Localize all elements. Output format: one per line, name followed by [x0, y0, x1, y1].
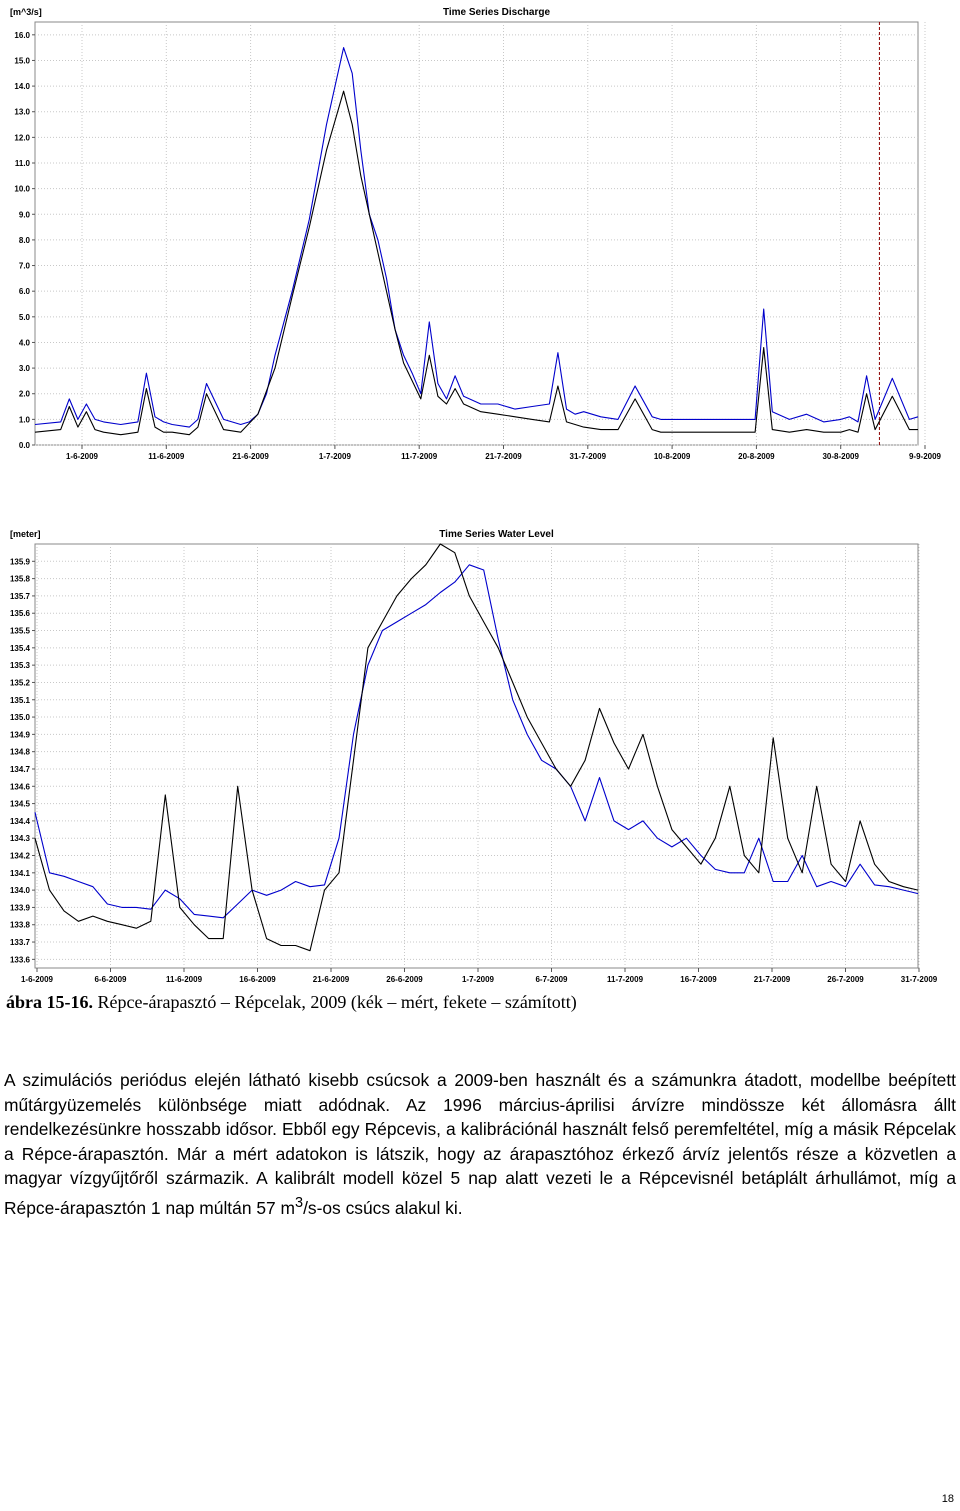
- discharge-x-tick-label: 21-6-2009: [232, 452, 269, 461]
- discharge-y-tick-label: 14.0: [14, 82, 30, 91]
- water-level-y-tick-label: 133.7: [10, 938, 31, 947]
- water-level-y-tick-label: 135.8: [10, 575, 31, 584]
- water-level-chart-svg: Time Series Water Level [meter] 133.6 133.7…: [10, 529, 938, 984]
- discharge-x-tick-label: 21-7-2009: [485, 452, 522, 461]
- page-number: 18: [941, 1493, 954, 1505]
- paragraph-text: A szimulációs periódus elején látható ki…: [4, 1070, 956, 1218]
- discharge-y-tick-label: 10.0: [14, 185, 30, 194]
- water-level-y-tick-label: 134.8: [10, 748, 31, 757]
- water-level-y-tick-label: 134.7: [10, 765, 31, 774]
- discharge-y-tick-label: 5.0: [19, 313, 31, 322]
- water-level-y-tick-label: 133.6: [10, 955, 31, 964]
- discharge-y-tick-label: 13.0: [14, 108, 30, 117]
- discharge-x-tick-label: 1-7-2009: [319, 452, 352, 461]
- discharge-title: Time Series Discharge: [443, 7, 551, 18]
- figure-caption-text: Répce-árapasztó – Répcelak, 2009 (kék – …: [93, 992, 577, 1012]
- water-level-unit-label: [meter]: [10, 529, 41, 539]
- discharge-y-tick-label: 6.0: [19, 287, 31, 296]
- water-level-series-measured: [34, 564, 919, 919]
- discharge-x-tick-label: 30-8-2009: [822, 452, 859, 461]
- water-level-x-tick-label: 31-7-2009: [901, 975, 938, 984]
- water-level-x-tick-label: 6-6-2009: [94, 975, 127, 984]
- water-level-y-tick-label: 134.5: [10, 800, 31, 809]
- discharge-x-tick-label: 31-7-2009: [570, 452, 607, 461]
- discharge-y-tick-label: 12.0: [14, 133, 30, 142]
- figure-caption: ábra 15-16. Répce-árapasztó – Répcelak, …: [6, 992, 577, 1013]
- water-level-y-tick-label: 135.9: [10, 557, 31, 566]
- water-level-y-tick-label: 134.6: [10, 782, 31, 791]
- discharge-unit-label: [m^3/s]: [10, 7, 42, 17]
- water-level-x-tick-label: 26-7-2009: [827, 975, 864, 984]
- water-level-y-tick-label: 134.4: [10, 817, 31, 826]
- discharge-y-tick-label: 15.0: [14, 56, 30, 65]
- water-level-x-tick-label: 21-6-2009: [313, 975, 350, 984]
- water-level-x-tick-label: 16-7-2009: [680, 975, 717, 984]
- discharge-x-tick-label: 20-8-2009: [738, 452, 775, 461]
- discharge-x-tick-label: 11-6-2009: [148, 452, 185, 461]
- water-level-x-tick-label: 1-6-2009: [21, 975, 54, 984]
- water-level-x-tick-label: 6-7-2009: [535, 975, 568, 984]
- water-level-y-tick-label: 134.0: [10, 886, 31, 895]
- water-level-y-tick-label: 135.1: [10, 696, 31, 705]
- water-level-y-tick-label: 135.0: [10, 713, 31, 722]
- discharge-plot-area: [34, 21, 919, 446]
- discharge-y-tick-label: 4.0: [19, 338, 31, 347]
- water-level-x-tick-label: 21-7-2009: [754, 975, 791, 984]
- water-level-y-tick-label: 134.9: [10, 730, 31, 739]
- paragraph-superscript: 3: [294, 1194, 304, 1211]
- water-level-chart: Time Series Water Level [meter] 133.6 133.7…: [0, 522, 960, 992]
- discharge-y-tick-label: 11.0: [15, 159, 31, 168]
- water-level-y-tick-label: 134.3: [10, 834, 31, 843]
- water-level-y-tick-label: 134.1: [10, 869, 31, 878]
- discharge-series-measured: [34, 47, 919, 428]
- water-level-y-tick-label: 135.3: [10, 661, 31, 670]
- figure-number: ábra 15-16.: [6, 992, 93, 1012]
- discharge-y-tick-label: 8.0: [19, 236, 31, 245]
- water-level-x-tick-label: 11-7-2009: [607, 975, 644, 984]
- discharge-chart: Time Series Discharge [m^3/s] 0.0 1.0 2.0 3.0…: [0, 0, 960, 470]
- water-level-y-tick-label: 133.8: [10, 921, 31, 930]
- water-level-y-tick-label: 135.2: [10, 678, 31, 687]
- discharge-x-tick-label: 9-9-2009: [909, 452, 942, 461]
- water-level-plot-area: [34, 543, 919, 969]
- water-level-y-tick-label: 133.9: [10, 903, 31, 912]
- discharge-y-tick-label: 1.0: [19, 415, 31, 424]
- water-level-y-tick-label: 135.6: [10, 609, 31, 618]
- water-level-series-computed: [34, 543, 919, 952]
- discharge-x-tick-label: 11-7-2009: [401, 452, 438, 461]
- discharge-y-tick-label: 9.0: [19, 210, 31, 219]
- water-level-x-tick-label: 26-6-2009: [386, 975, 423, 984]
- discharge-series-computed: [34, 90, 918, 436]
- water-level-y-tick-label: 134.2: [10, 852, 31, 861]
- discharge-y-tick-label: 0.0: [19, 441, 31, 450]
- water-level-y-tick-label: 135.5: [10, 627, 31, 636]
- water-level-x-tick-label: 1-7-2009: [462, 975, 495, 984]
- water-level-x-tick-label: 11-6-2009: [166, 975, 203, 984]
- water-level-y-tick-label: 135.4: [10, 644, 31, 653]
- water-level-y-tick-label: 135.7: [10, 592, 31, 601]
- discharge-y-tick-label: 16.0: [14, 31, 30, 40]
- body-paragraph: A szimulációs periódus elején látható ki…: [4, 1068, 956, 1220]
- water-level-x-tick-label: 16-6-2009: [239, 975, 276, 984]
- water-level-title: Time Series Water Level: [439, 529, 554, 540]
- discharge-y-tick-label: 7.0: [19, 262, 31, 271]
- discharge-chart-svg: Time Series Discharge [m^3/s] 0.0 1.0 2.0 3.0…: [10, 7, 942, 461]
- discharge-x-tick-label: 10-8-2009: [654, 452, 691, 461]
- discharge-x-tick-label: 1-6-2009: [66, 452, 99, 461]
- paragraph-text-end: /s-os csúcs alakul ki.: [303, 1197, 463, 1218]
- discharge-y-tick-label: 2.0: [19, 390, 31, 399]
- discharge-y-tick-label: 3.0: [19, 364, 31, 373]
